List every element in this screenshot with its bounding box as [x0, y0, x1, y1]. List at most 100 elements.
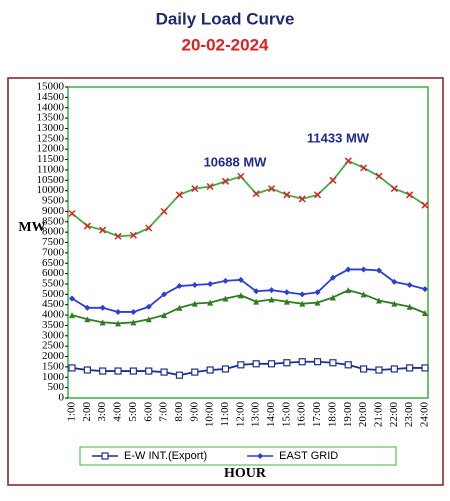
point: [345, 287, 352, 294]
point: [313, 358, 322, 366]
y-tick-label: 8000: [42, 226, 65, 238]
point: [267, 360, 276, 368]
point: [115, 320, 122, 327]
point: [329, 176, 337, 184]
point: [206, 366, 214, 374]
point: [268, 287, 275, 294]
legend-label: EAST GRID: [279, 450, 338, 462]
point: [207, 280, 214, 287]
x-tick-label: 9:00: [188, 402, 200, 422]
point: [375, 297, 382, 304]
point: [375, 366, 383, 374]
point: [129, 367, 137, 375]
point: [129, 231, 137, 239]
x-tick-label: 23:00: [403, 402, 415, 428]
y-tick-label: 14000: [37, 101, 65, 113]
point: [99, 319, 106, 326]
point: [130, 308, 137, 315]
x-tick-label: 17:00: [311, 402, 323, 428]
y-tick-label: 15000: [37, 81, 65, 93]
point: [360, 365, 368, 373]
point: [329, 294, 336, 301]
y-tick-label: 11500: [37, 153, 65, 165]
y-tick-label: 3000: [42, 329, 65, 341]
point: [268, 296, 275, 303]
y-tick-label: 2000: [42, 350, 65, 362]
point: [237, 172, 245, 180]
point: [237, 276, 244, 283]
point: [207, 299, 214, 306]
x-tick-label: 19:00: [342, 402, 354, 428]
x-tick-label: 12:00: [234, 402, 246, 428]
y-tick-label: 9500: [42, 195, 65, 207]
y-tick-label: 11000: [37, 163, 65, 175]
point: [175, 191, 183, 199]
series-line: [71, 360, 425, 377]
point: [84, 304, 91, 311]
x-tick-label: 15:00: [280, 402, 292, 428]
point: [160, 207, 168, 215]
point: [391, 300, 398, 307]
point: [344, 361, 352, 369]
y-axis-label: MW: [18, 220, 45, 235]
point: [115, 308, 122, 315]
point: [345, 266, 352, 273]
point: [257, 453, 264, 459]
point: [99, 226, 107, 234]
y-tick-label: 500: [48, 381, 65, 393]
chart-title: Daily Load Curve: [156, 9, 295, 28]
point: [145, 316, 152, 323]
point: [221, 365, 230, 373]
y-tick-label: 0: [59, 392, 65, 404]
point: [191, 282, 198, 289]
point: [84, 316, 91, 323]
point: [69, 312, 75, 319]
point: [360, 164, 368, 172]
x-tick-label: 2:00: [81, 402, 93, 422]
x-tick-label: 10:00: [204, 402, 216, 428]
point: [406, 364, 414, 372]
point: [221, 177, 230, 185]
point: [406, 282, 413, 289]
y-tick-label: 9000: [42, 205, 65, 217]
point: [421, 201, 429, 209]
point: [299, 291, 306, 298]
y-tick-label: 10000: [37, 184, 65, 196]
point: [68, 364, 76, 372]
series-line: [71, 159, 426, 238]
series-line: [71, 289, 426, 325]
point: [267, 185, 276, 193]
y-tick-label: 4500: [42, 298, 65, 310]
chart-subtitle: 20-02-2024: [182, 35, 270, 54]
point: [329, 274, 336, 281]
point: [406, 303, 413, 310]
point: [83, 366, 91, 374]
x-tick-label: 24:00: [419, 402, 431, 428]
y-tick-label: 5000: [42, 288, 65, 300]
x-tick-label: 8:00: [173, 402, 185, 422]
point: [298, 358, 306, 366]
point: [145, 224, 153, 232]
plot-area: [67, 86, 429, 399]
point: [283, 298, 290, 305]
point: [161, 291, 168, 298]
point: [83, 222, 91, 230]
point: [222, 277, 229, 284]
x-tick-label: 5:00: [127, 402, 139, 422]
point: [99, 304, 106, 311]
point: [114, 232, 122, 240]
point: [329, 359, 337, 367]
point: [253, 288, 260, 295]
x-tick-label: 4:00: [112, 402, 124, 422]
x-tick-label: 14:00: [265, 402, 277, 428]
point: [69, 295, 75, 302]
point: [375, 172, 383, 180]
point: [206, 182, 214, 191]
point: [68, 209, 76, 218]
point: [314, 299, 321, 306]
legend-label: E-W INT.(Export): [124, 450, 207, 462]
chart-frame: [7, 77, 444, 486]
point: [252, 190, 260, 198]
x-axis-label: HOUR: [224, 466, 267, 481]
